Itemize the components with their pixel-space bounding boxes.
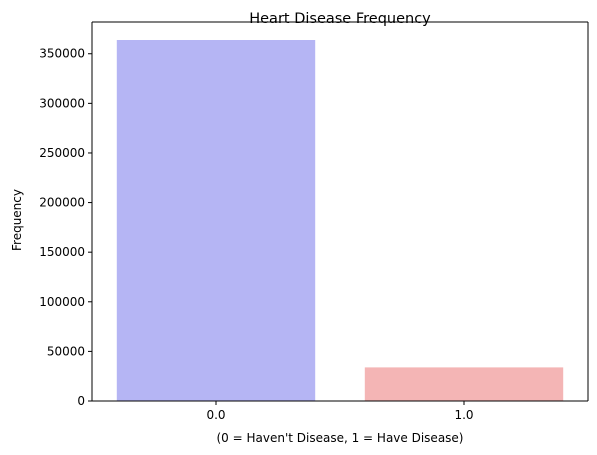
bar-0.0: [116, 40, 316, 401]
x-axis: 0.0 1.0: [92, 400, 588, 422]
chart-title: Heart Disease Frequency: [249, 11, 431, 27]
y-tick-label: 50000: [47, 344, 85, 358]
y-axis-label: Frequency: [10, 189, 24, 251]
bars-group: [116, 40, 564, 401]
y-tick-label: 250000: [39, 146, 85, 160]
y-axis: 0 50000 100000 150000 200000 250000 300000 3500…: [39, 22, 93, 408]
y-tick-label: 350000: [39, 47, 85, 61]
y-tick-label: 200000: [39, 196, 85, 210]
y-tick-label: 150000: [39, 245, 85, 259]
x-tick-label: 1.0: [454, 408, 473, 422]
y-tick-label: 100000: [39, 295, 85, 309]
x-axis-label: (0 = Haven't Disease, 1 = Have Disease): [217, 431, 464, 445]
y-tick-label: 0: [77, 394, 85, 408]
bar-1.0: [364, 367, 564, 401]
x-tick-label: 0.0: [206, 408, 225, 422]
y-tick-label: 300000: [39, 96, 85, 110]
